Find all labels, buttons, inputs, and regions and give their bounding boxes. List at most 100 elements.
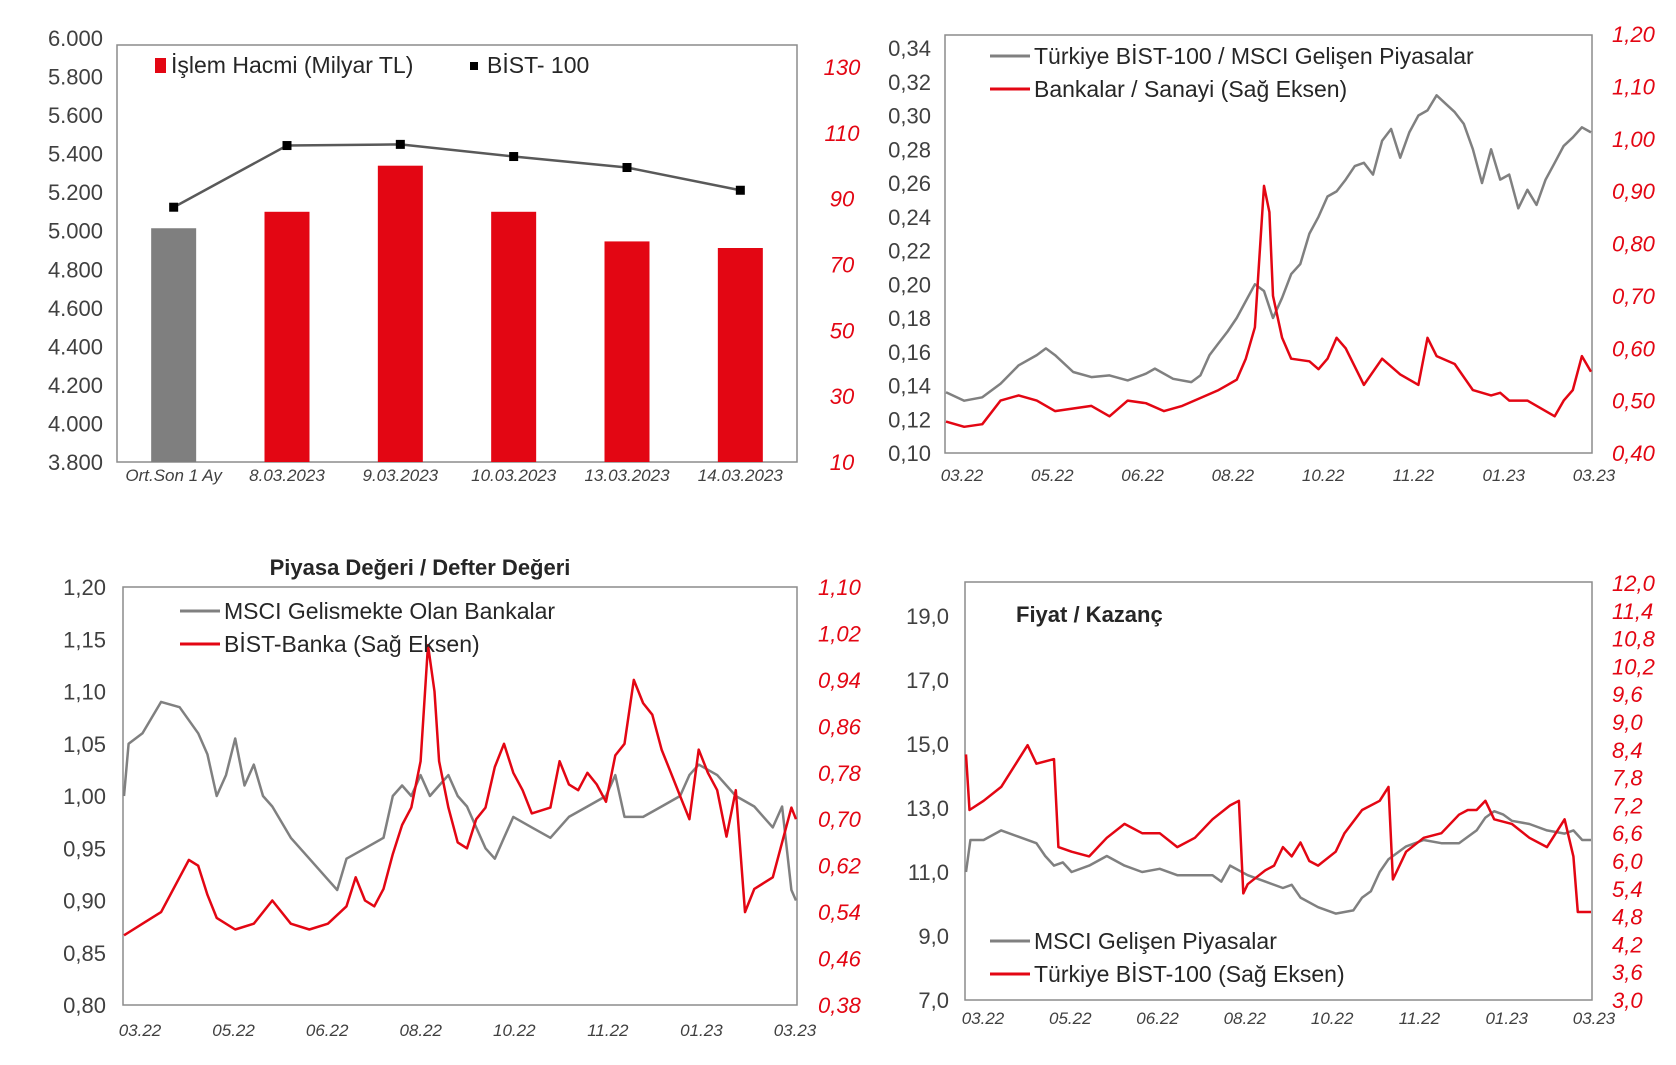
chart1-line-marker	[169, 202, 179, 212]
chart2-y-left-tick: 0,24	[888, 205, 931, 230]
chart1-y-right-tick: 70	[830, 252, 855, 277]
chart4-y-right-tick: 4,2	[1612, 932, 1643, 957]
chart4-y-right-tick: 11,4	[1612, 599, 1653, 624]
chart1-y-right-tick: 90	[830, 187, 855, 212]
chart4-y-right-tick: 10,2	[1612, 654, 1655, 679]
chart2-plot-frame	[944, 34, 1593, 454]
chart3-y-right-tick: 0,46	[818, 947, 862, 972]
chart4-x-tick: 05.22	[1049, 1009, 1092, 1028]
chart1-bar	[717, 248, 763, 462]
chart2-y-left-tick: 0,12	[888, 407, 931, 432]
chart1-y-left-tick: 4.000	[48, 411, 103, 436]
chart1-legend-swatch-line	[470, 62, 478, 70]
chart4-y-right-tick: 4,8	[1612, 905, 1643, 930]
chart2-y-left-tick: 0,10	[888, 441, 931, 466]
chart4-y-left-tick: 17,0	[906, 668, 949, 693]
chart1-plot-frame	[116, 44, 798, 463]
chart1-y-left-tick: 3.800	[48, 450, 103, 475]
chart2-series-line	[945, 184, 1593, 429]
chart1-y-right-tick: 110	[824, 121, 860, 146]
chart3-legend-label: MSCI Gelismekte Olan Bankalar	[224, 598, 555, 624]
chart3-y-left-tick: 1,20	[63, 575, 106, 600]
chart1-legend-label: BİST- 100	[487, 52, 589, 78]
chart2-x-tick: 10.22	[1302, 466, 1345, 485]
chart3-y-left-tick: 1,10	[63, 680, 106, 705]
chart3-y-right-tick: 1,10	[818, 575, 862, 600]
chart3-x-tick: 10.22	[493, 1021, 536, 1040]
chart1-bar	[264, 211, 310, 462]
chart1-y-right-tick: 10	[830, 450, 855, 475]
chart4-y-right-tick: 9,6	[1612, 682, 1643, 707]
chart1-legend-swatch-bar	[155, 58, 166, 73]
chart3-y-left-tick: 0,95	[63, 836, 106, 861]
chart3-x-tick: 03.22	[119, 1021, 162, 1040]
chart2-y-left-tick: 0,22	[888, 239, 931, 264]
chart3-x-tick: 05.22	[212, 1021, 255, 1040]
chart2-y-left-tick: 0,34	[888, 36, 931, 61]
chart4-title: Fiyat / Kazanç	[1016, 602, 1163, 627]
chart1-bar	[604, 241, 650, 462]
chart1-x-tick: 10.03.2023	[471, 466, 557, 485]
chart4-y-left-tick: 15,0	[906, 732, 949, 757]
chart2-legend-label: Bankalar / Sanayi (Sağ Eksen)	[1034, 76, 1347, 102]
chart4-plot-frame	[964, 581, 1593, 1001]
chart1-x-tick: 8.03.2023	[249, 466, 325, 485]
chart1-bist100-line	[173, 143, 741, 209]
chart2-y-right-tick: 0,50	[1612, 389, 1656, 414]
chart2-x-tick: 06.22	[1121, 466, 1164, 485]
chart4-x-tick: 06.22	[1136, 1009, 1179, 1028]
chart2-x-tick: 03.23	[1573, 466, 1616, 485]
chart4-x-tick: 01.23	[1485, 1009, 1528, 1028]
chart3-plot-frame	[122, 586, 798, 1006]
chart1-legend-label: İşlem Hacmi (Milyar TL)	[171, 52, 413, 78]
chart3-y-left-tick: 1,15	[63, 627, 106, 652]
chart3-x-tick: 06.22	[306, 1021, 349, 1040]
chart4-y-right-tick: 6,6	[1612, 821, 1643, 846]
chart3-y-right-tick: 1,02	[818, 621, 861, 646]
chart1-bar	[377, 165, 423, 462]
chart1-line-marker	[735, 185, 745, 195]
chart3-y-right-tick: 0,78	[818, 761, 862, 786]
chart4-y-right-tick: 9,0	[1612, 710, 1643, 735]
chart2-y-left-tick: 0,16	[888, 340, 931, 365]
chart2-series-line	[945, 94, 1592, 402]
chart3-y-right-tick: 0,54	[818, 900, 861, 925]
chart3-x-tick: 03.23	[774, 1021, 817, 1040]
chart3-legend-label: BİST-Banka (Sağ Eksen)	[224, 631, 480, 657]
chart4-y-right-tick: 3,0	[1612, 988, 1643, 1013]
chart3-y-right-tick: 0,86	[818, 714, 862, 739]
chart1-line-marker	[509, 152, 519, 162]
chart4-y-right-tick: 8,4	[1612, 738, 1643, 763]
chart1-line-marker	[622, 163, 632, 173]
chart2-y-left-tick: 0,26	[888, 171, 931, 196]
chart3-x-tick: 11.22	[587, 1021, 629, 1040]
chart4-y-right-tick: 7,2	[1612, 793, 1643, 818]
chart4-y-left-tick: 19,0	[906, 604, 949, 629]
chart4-series-line	[964, 809, 1591, 915]
chart3-y-right-tick: 0,70	[818, 807, 862, 832]
chart1-y-left-tick: 4.400	[48, 334, 103, 359]
chart2-y-left-tick: 0,30	[888, 104, 931, 129]
chart4-legend-label: MSCI Gelişen Piyasalar	[1034, 928, 1277, 954]
chart1-y-right-tick: 30	[830, 384, 855, 409]
chart1-y-left-tick: 5.600	[48, 103, 103, 128]
chart1-bar	[491, 211, 537, 462]
chart1-x-tick: 14.03.2023	[698, 466, 784, 485]
chart3-y-left-tick: 1,05	[63, 732, 106, 757]
chart2-x-tick: 11.22	[1393, 466, 1435, 485]
chart3-series-line	[122, 700, 798, 902]
chart4-y-left-tick: 11,0	[908, 860, 949, 885]
chart2-y-left-tick: 0,28	[888, 137, 931, 162]
chart2-y-right-tick: 1,20	[1612, 22, 1656, 47]
chart1-y-left-tick: 5.200	[48, 180, 103, 205]
chart1-y-left-tick: 4.200	[48, 373, 103, 398]
chart3-y-left-tick: 0,90	[63, 889, 106, 914]
chart2-y-left-tick: 0,14	[888, 374, 931, 399]
chart2-y-left-tick: 0,20	[888, 272, 931, 297]
chart4-legend-label: Türkiye BİST-100 (Sağ Eksen)	[1034, 961, 1345, 987]
chart2-y-right-tick: 1,10	[1612, 74, 1656, 99]
chart3-x-tick: 01.23	[680, 1021, 723, 1040]
chart4-x-tick: 03.23	[1573, 1009, 1616, 1028]
chart1-line-marker	[395, 139, 405, 149]
